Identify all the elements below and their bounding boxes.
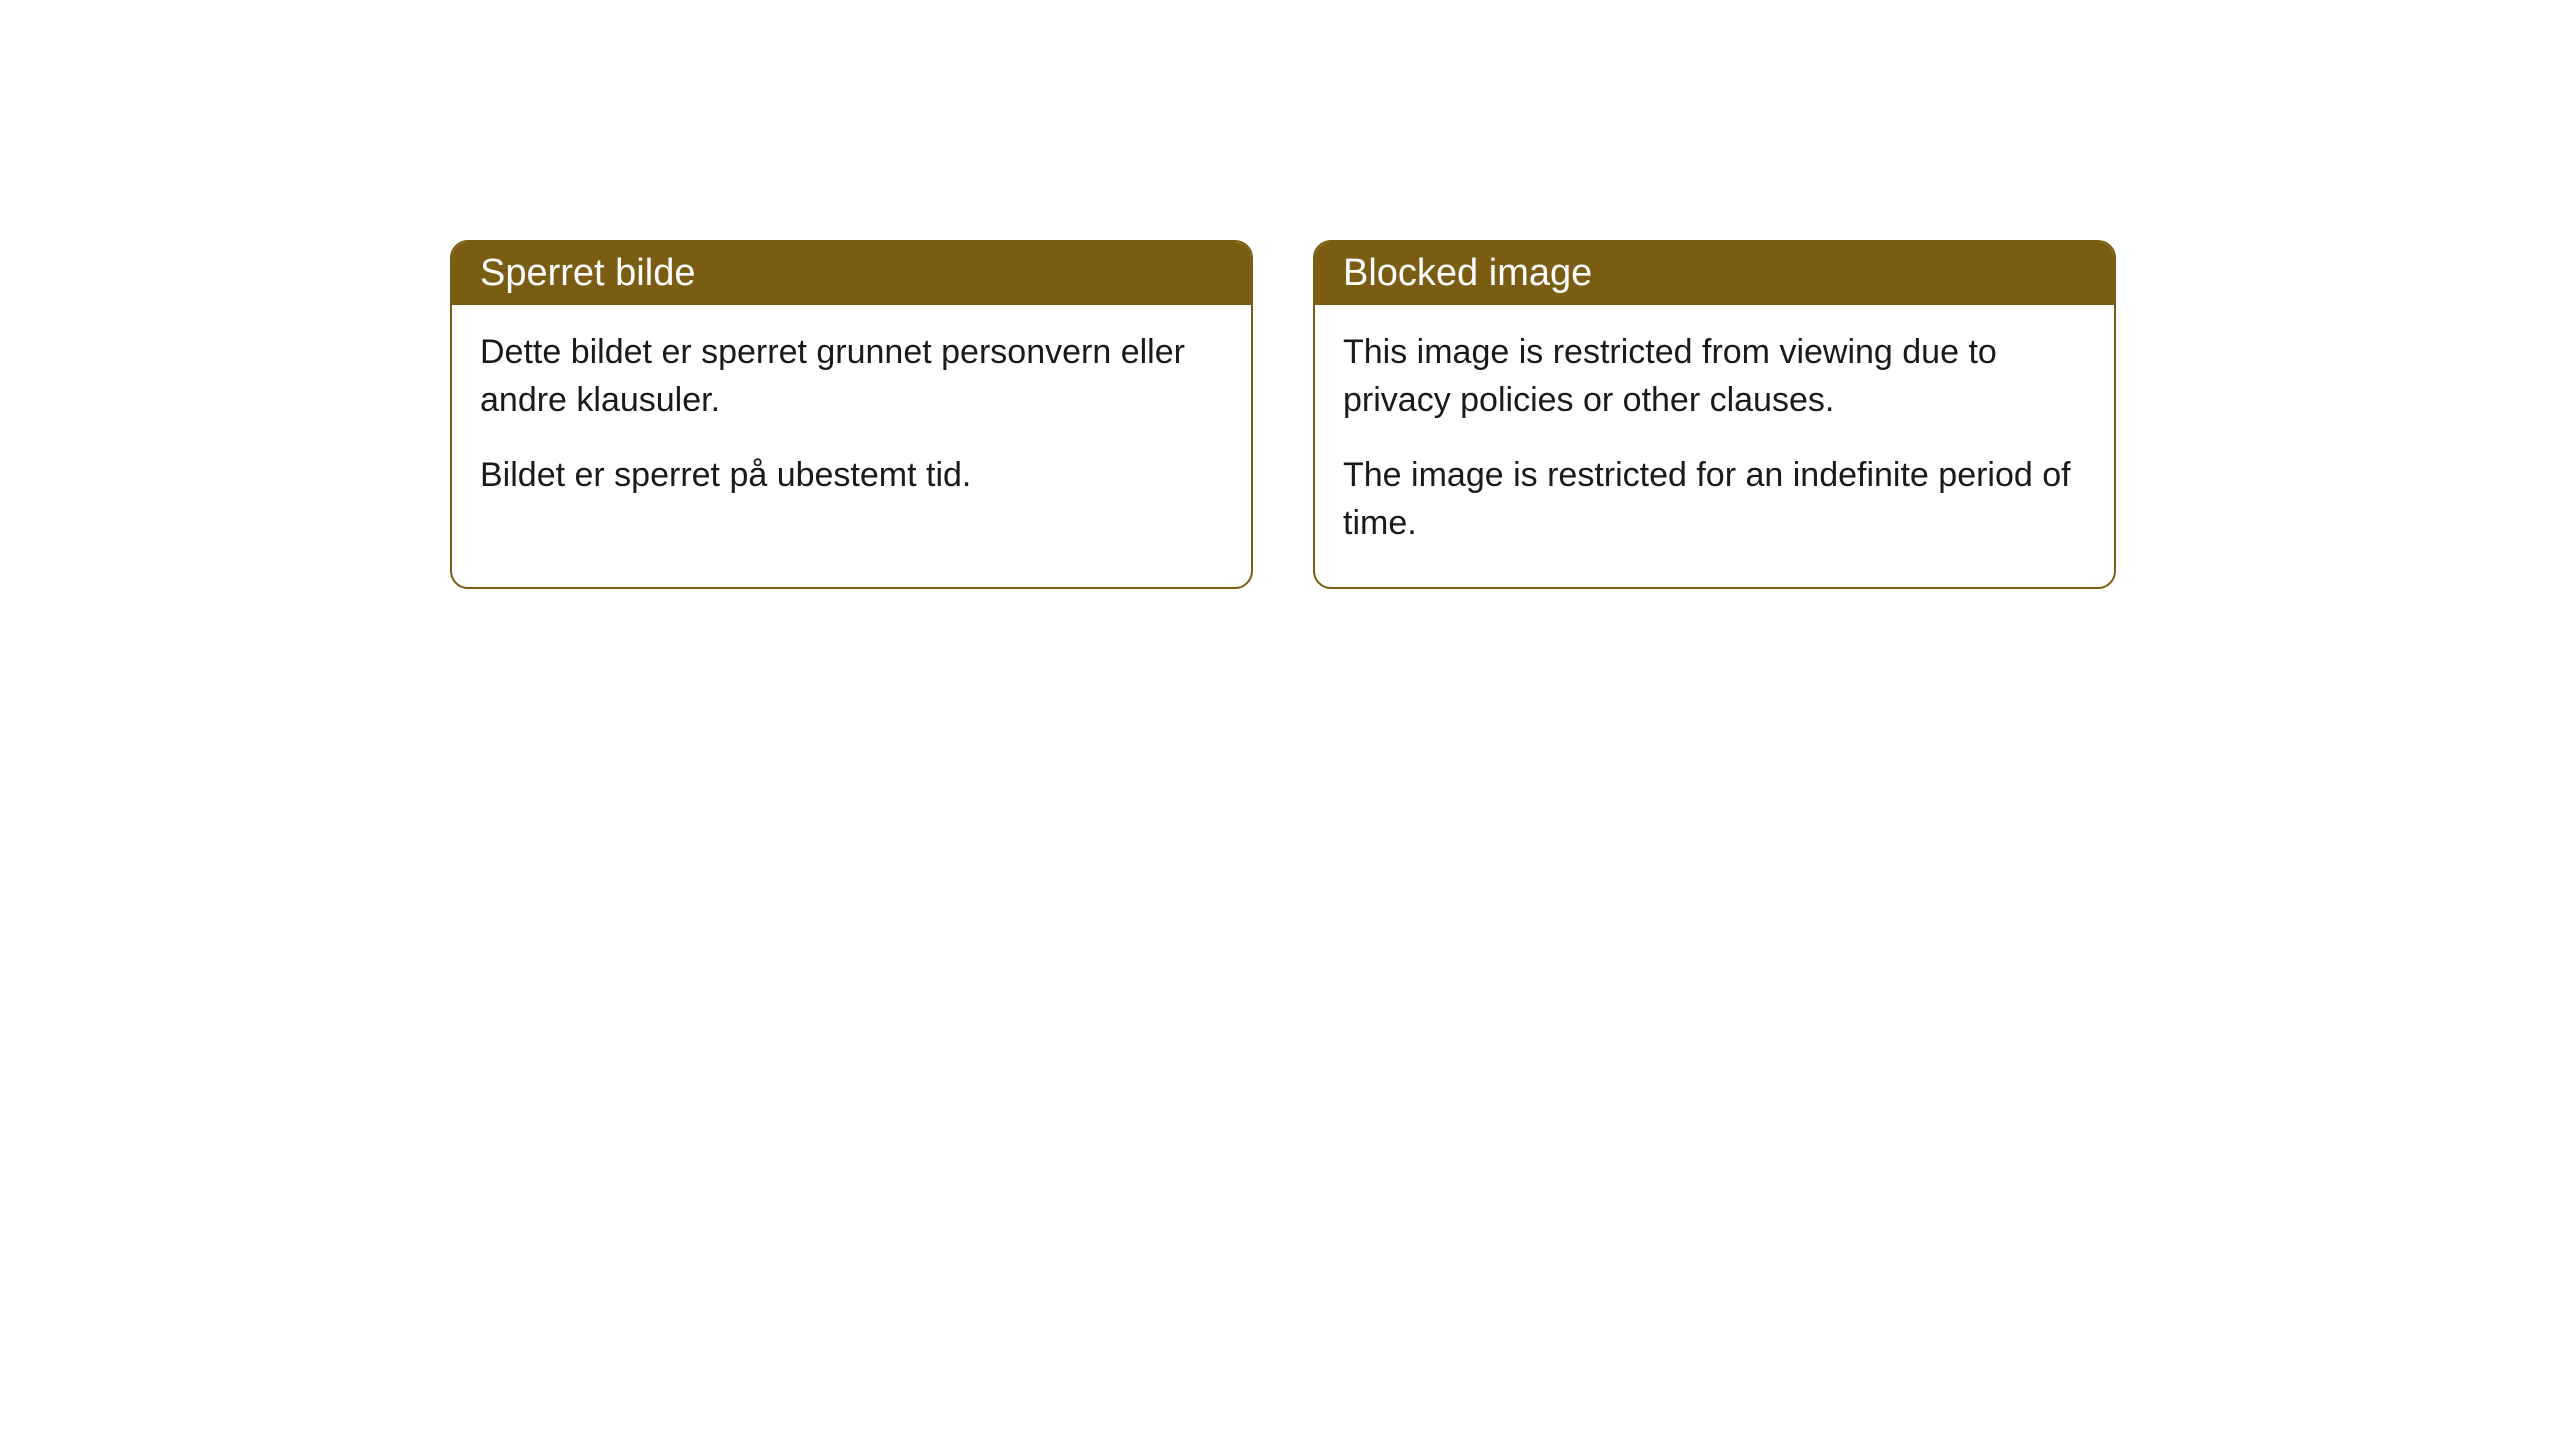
card-header-english: Blocked image bbox=[1315, 242, 2114, 305]
cards-container: Sperret bilde Dette bildet er sperret gr… bbox=[450, 240, 2560, 589]
card-english: Blocked image This image is restricted f… bbox=[1313, 240, 2116, 589]
card-paragraph-1: Dette bildet er sperret grunnet personve… bbox=[480, 329, 1223, 424]
card-paragraph-2: Bildet er sperret på ubestemt tid. bbox=[480, 452, 1223, 500]
card-header-norwegian: Sperret bilde bbox=[452, 242, 1251, 305]
card-body-norwegian: Dette bildet er sperret grunnet personve… bbox=[452, 305, 1251, 540]
card-body-english: This image is restricted from viewing du… bbox=[1315, 305, 2114, 587]
card-norwegian: Sperret bilde Dette bildet er sperret gr… bbox=[450, 240, 1253, 589]
card-paragraph-2: The image is restricted for an indefinit… bbox=[1343, 452, 2086, 547]
card-paragraph-1: This image is restricted from viewing du… bbox=[1343, 329, 2086, 424]
